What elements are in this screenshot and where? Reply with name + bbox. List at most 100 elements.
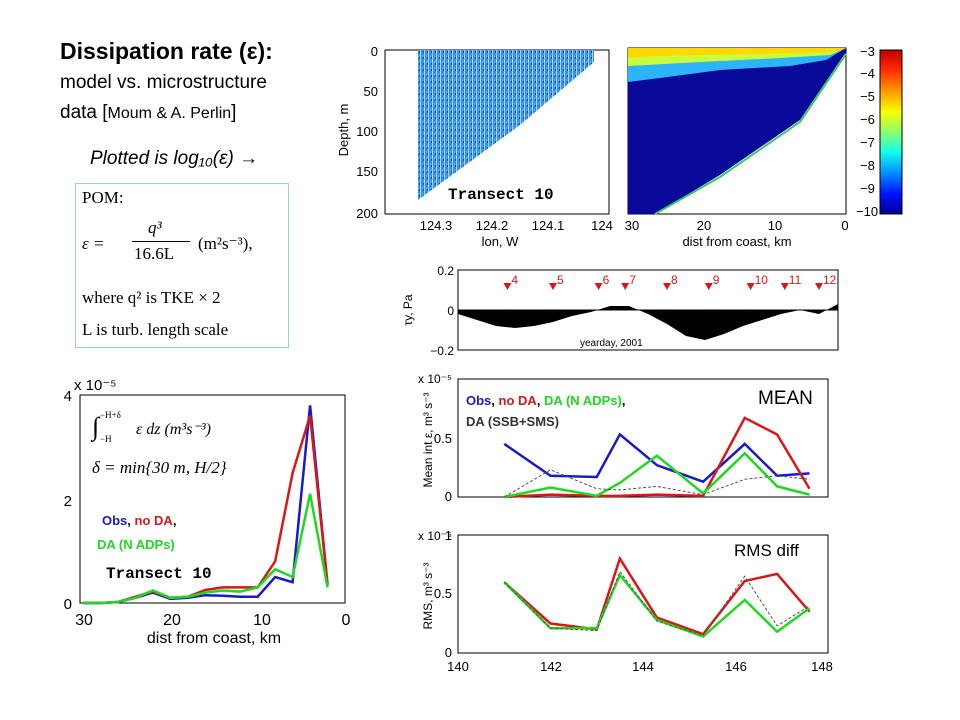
series-line-da-ssb-sms <box>503 570 810 636</box>
pom-formula-box: POM: ε = q³ 16.6L (m²s⁻³), where q² is T… <box>75 183 289 348</box>
subtitle-authors: Moum & A. Perlin <box>107 105 232 122</box>
integral-exponent: x 10⁻⁵ <box>74 377 117 394</box>
mean-axis-label: Mean int ε, m³ s⁻³ <box>421 392 435 487</box>
slide-title: Dissipation rate (ε): <box>60 38 273 64</box>
dist-tick: 10 <box>768 218 782 233</box>
colorbar-tick: −7 <box>860 135 875 150</box>
subtitle-data: data [ <box>60 102 108 123</box>
integral-panel: x 10⁻⁵ 0 2 4 30 20 10 0 dist from coast,… <box>64 377 351 647</box>
rms-panel: x 10⁻⁵ 0 0.5 1 RMS, m³ s⁻³ RMS diff 140 … <box>418 528 833 674</box>
yearday-tick: 146 <box>725 659 747 674</box>
colorbar-tick: −9 <box>860 181 875 196</box>
integral-tick: 0 <box>64 596 72 613</box>
colorbar-tick: −10 <box>856 204 878 219</box>
integral-x-label: dist from coast, km <box>147 630 281 647</box>
subtitle-line: model vs. microstructure <box>60 72 267 93</box>
wind-stress-area <box>458 304 838 340</box>
yearday-tick: 144 <box>632 659 654 674</box>
legend-da: DA (N ADPs) <box>97 537 175 552</box>
transect-marker-icon <box>746 283 755 290</box>
integral-tick: 2 <box>64 493 72 510</box>
transect-marker-icon <box>594 283 603 290</box>
colorbar: −3 −4 −5 −6 −7 −8 −9 −10 <box>856 44 903 219</box>
delta-definition: δ = min{30 m, H/2} <box>92 458 227 477</box>
mean-exponent: x 10⁻⁵ <box>418 372 452 386</box>
integral-dist-tick: 0 <box>342 612 351 629</box>
lon-tick: 124.1 <box>532 218 565 233</box>
rms-tick: 0 <box>445 645 452 660</box>
obs-transect-label-bg <box>448 183 588 205</box>
yearday-tick: 148 <box>811 659 833 674</box>
eps-denominator: 16.6L <box>134 244 175 263</box>
transect-marker-label: 12 <box>823 273 837 287</box>
depth-tick: 150 <box>356 164 378 179</box>
transect-marker-label: 7 <box>629 273 636 287</box>
wind-tick: −0.2 <box>430 344 454 358</box>
obs-transect-data <box>418 50 594 200</box>
rms-tick: 1 <box>445 528 452 543</box>
integral-legend-line1: Obs, no DA, <box>102 513 176 528</box>
yearday-tick: 142 <box>540 659 562 674</box>
mean-legend-line1: Obs, no DA, DA (N ADPs), <box>466 393 625 408</box>
colorbar-tick: −3 <box>860 44 875 59</box>
legend-sep: , <box>173 513 177 528</box>
wind-panel: 4 5 6 7 8 9 10 11 12 0.2 0 −0.2 τy, Pa yearday, … <box>401 264 839 358</box>
model-transect-data <box>628 48 846 214</box>
transect-marker-icon <box>549 283 557 290</box>
transect-marker-label: 8 <box>671 273 678 287</box>
integral-transect-label: Transect 10 <box>106 565 212 583</box>
colorbar-tick: −8 <box>860 158 875 173</box>
eps-lhs: ε = <box>82 234 105 253</box>
rms-axis-label: RMS, m³ s⁻³ <box>421 563 435 630</box>
model-transect-panel: 30 20 10 0 dist from coast, km <box>625 47 849 249</box>
yearday-tick: 140 <box>447 659 469 674</box>
legend-sep: , <box>491 393 498 408</box>
rms-panel-label: RMS diff <box>734 541 799 560</box>
mean-panel: x 10⁻⁵ 0 0.5 Mean int ε, m³ s⁻³ Obs, no … <box>418 372 829 504</box>
legend-sep: , <box>622 393 626 408</box>
lon-tick: 124.3 <box>420 218 453 233</box>
integral-tick: 4 <box>64 388 72 405</box>
eps-numerator: q³ <box>148 218 162 237</box>
transect-marker-icon <box>621 283 630 290</box>
transect-marker-label: 9 <box>713 273 720 287</box>
transect-marker-icon <box>663 283 671 290</box>
transect-marker-icon <box>704 283 713 290</box>
integral-sign: ∫ <box>90 412 101 442</box>
transect-marker-icon <box>815 283 823 290</box>
legend-obs: Obs <box>102 513 127 528</box>
transect-marker-label: 4 <box>511 273 518 287</box>
series-line-no-da <box>504 416 811 499</box>
mean-panel-label: MEAN <box>758 388 813 409</box>
transect-marker-label: 11 <box>789 273 802 287</box>
legend-obs: Obs <box>466 393 491 408</box>
series-line-da-n-adps <box>504 451 810 499</box>
transect-marker-label: 10 <box>755 273 769 287</box>
legend-ssb: DA (SSB+SMS) <box>466 414 559 429</box>
legend-sep: , <box>127 513 134 528</box>
dist-tick: 30 <box>625 218 639 233</box>
legend-noda: no DA <box>135 513 174 528</box>
depth-tick: 200 <box>356 206 378 221</box>
wind-tick: 0 <box>447 304 454 318</box>
depth-tick: 100 <box>356 124 378 139</box>
wind-tick: 0.2 <box>437 264 454 278</box>
series-line-da-n-adps <box>83 493 329 605</box>
transect-marker-label: 5 <box>557 273 564 287</box>
series-line-da-n-adps <box>503 572 811 638</box>
mean-tick: 0.5 <box>434 431 452 446</box>
obs-transect-panel: Transect 10 0 50 100 150 200 Depth, m 12… <box>336 44 613 249</box>
dist-tick: 20 <box>697 218 711 233</box>
tke-note: where q² is TKE × 2 <box>82 288 221 307</box>
legend-noda: no DA <box>499 393 538 408</box>
colorbar-tick: −5 <box>860 89 875 104</box>
mean-tick: 0 <box>445 489 452 504</box>
transect-marker-icon <box>780 283 789 290</box>
lon-tick: 124 <box>591 218 613 233</box>
integral-upper-limit: −H+δ <box>100 410 121 420</box>
depth-tick: 50 <box>364 84 378 99</box>
wind-axis-label: τy, Pa <box>401 294 415 326</box>
transect-marker-icon <box>503 283 512 290</box>
colorbar-tick: −6 <box>860 112 875 127</box>
